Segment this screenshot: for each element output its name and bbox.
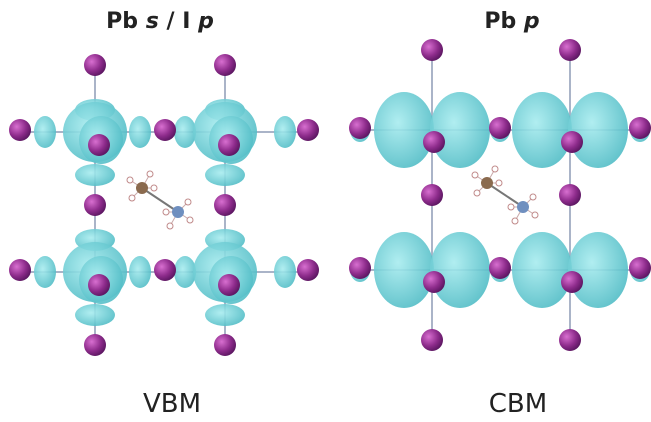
title-run: p — [197, 9, 214, 34]
orbital-lobe — [512, 92, 572, 168]
panel-title: Pb s / I p — [106, 9, 214, 34]
h-atom — [474, 190, 480, 196]
orbital-lobe — [274, 256, 296, 288]
iodine-atom — [489, 117, 511, 139]
orbital-lobe — [129, 116, 151, 148]
iodine-atom — [561, 131, 583, 153]
iodine-atom — [9, 259, 31, 281]
title-run: s — [146, 9, 159, 34]
iodine-atom — [154, 119, 176, 141]
orbital-lobe — [374, 92, 434, 168]
orbital-lobe — [274, 116, 296, 148]
h-atom — [151, 185, 157, 191]
iodine-atom — [214, 194, 236, 216]
iodine-atom — [88, 134, 110, 156]
orbital-lobe — [568, 92, 628, 168]
iodine-atom — [88, 274, 110, 296]
iodine-atom — [84, 194, 106, 216]
h-atom — [185, 199, 191, 205]
h-atom — [492, 166, 498, 172]
orbital-lobe — [34, 116, 56, 148]
h-atom — [127, 177, 133, 183]
orbital-lobe — [430, 232, 490, 308]
orbital-lobe — [174, 116, 196, 148]
iodine-atom — [9, 119, 31, 141]
panel-title: Pb p — [484, 9, 539, 34]
iodine-atom — [214, 334, 236, 356]
structure-art — [9, 39, 651, 356]
iodine-atom — [218, 274, 240, 296]
title-run: Pb — [484, 9, 516, 34]
iodine-atom — [349, 117, 371, 139]
title-run: p — [523, 9, 540, 34]
h-atom — [530, 194, 536, 200]
orbital-lobe — [34, 256, 56, 288]
iodine-atom — [561, 271, 583, 293]
orbital-lobe — [374, 232, 434, 308]
n-atom — [517, 201, 529, 213]
iodine-atom — [421, 39, 443, 61]
figure: Pb s / I p Pb p VBM CBM — [0, 0, 651, 422]
n-atom — [172, 206, 184, 218]
orbital-lobe — [205, 304, 245, 326]
h-atom — [512, 218, 518, 224]
iodine-atom — [423, 131, 445, 153]
iodine-atom — [421, 329, 443, 351]
title-run: / I — [167, 9, 191, 34]
iodine-atom — [154, 259, 176, 281]
orbital-lobe — [512, 232, 572, 308]
iodine-atom — [421, 184, 443, 206]
orbital-lobe — [129, 256, 151, 288]
h-atom — [532, 212, 538, 218]
molecule-bond — [487, 183, 523, 207]
orbital-lobe — [205, 164, 245, 186]
h-atom — [163, 209, 169, 215]
h-atom — [187, 217, 193, 223]
orbital-lobe — [75, 164, 115, 186]
iodine-atom — [297, 259, 319, 281]
h-atom — [472, 172, 478, 178]
panel-label: VBM — [143, 389, 201, 419]
iodine-atom — [214, 54, 236, 76]
h-atom — [167, 223, 173, 229]
iodine-atom — [423, 271, 445, 293]
h-atom — [147, 171, 153, 177]
molecule-bond — [142, 188, 178, 212]
iodine-atom — [559, 329, 581, 351]
panel-label: CBM — [489, 389, 547, 419]
iodine-atom — [297, 119, 319, 141]
orbital-lobe — [430, 92, 490, 168]
h-atom — [129, 195, 135, 201]
iodine-atom — [559, 39, 581, 61]
iodine-atom — [218, 134, 240, 156]
iodine-atom — [349, 257, 371, 279]
h-atom — [496, 180, 502, 186]
title-run: Pb — [106, 9, 138, 34]
c-atom — [481, 177, 493, 189]
iodine-atom — [629, 117, 651, 139]
iodine-atom — [559, 184, 581, 206]
iodine-atom — [489, 257, 511, 279]
orbital-lobe — [75, 304, 115, 326]
iodine-atom — [84, 54, 106, 76]
iodine-atom — [84, 334, 106, 356]
iodine-atom — [629, 257, 651, 279]
orbital-lobe — [174, 256, 196, 288]
c-atom — [136, 182, 148, 194]
h-atom — [508, 204, 514, 210]
orbital-lobe — [568, 232, 628, 308]
